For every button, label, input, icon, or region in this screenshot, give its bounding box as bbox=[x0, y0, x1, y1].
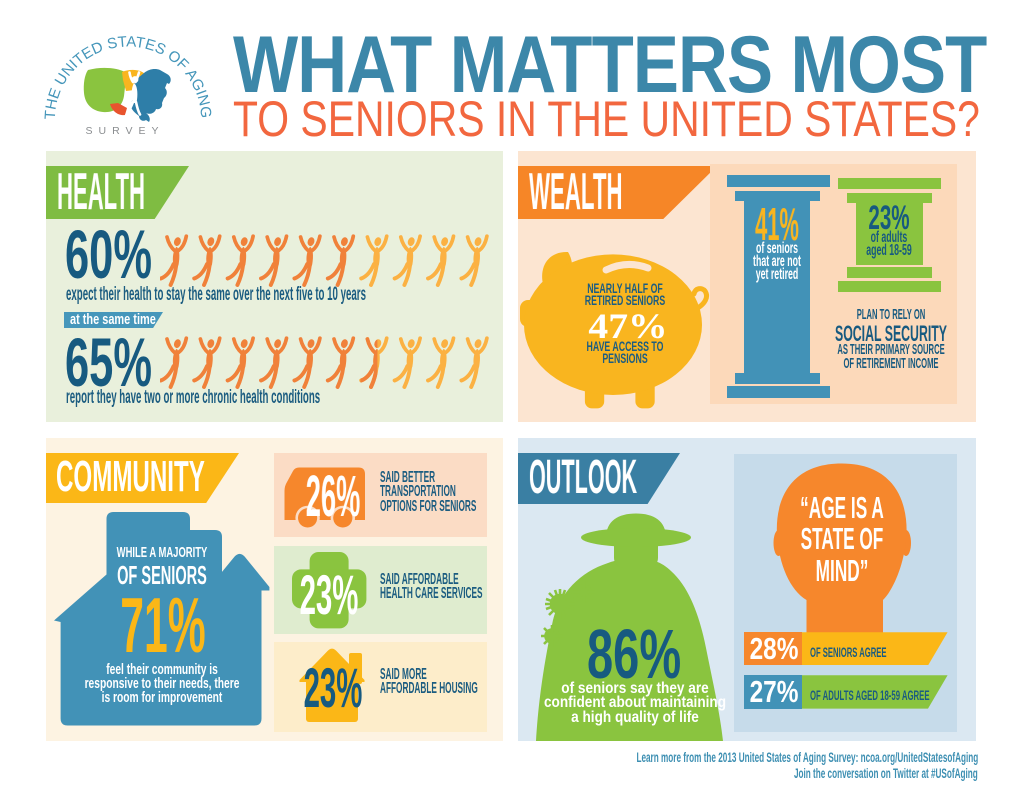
svg-text:SURVEY: SURVEY bbox=[86, 125, 165, 137]
